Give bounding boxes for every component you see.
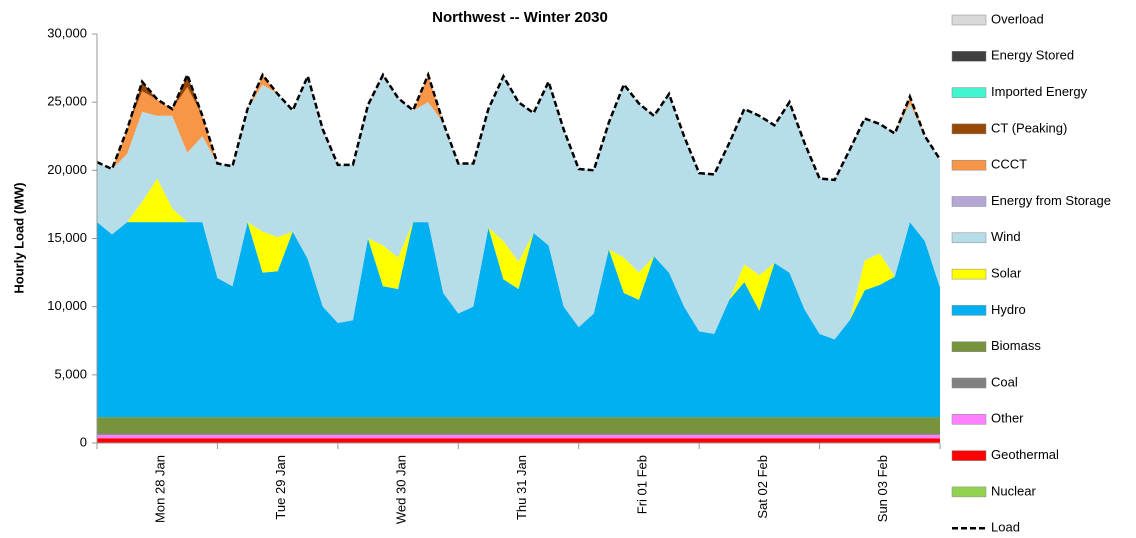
legend-label: Imported Energy xyxy=(991,84,1088,99)
legend-label: Hydro xyxy=(991,302,1026,317)
x-tick-label: Sun 03 Feb xyxy=(875,455,890,522)
x-tick-label: Wed 30 Jan xyxy=(394,455,409,524)
y-tick-label: 15,000 xyxy=(47,230,87,245)
x-tick-label: Fri 01 Feb xyxy=(634,455,649,514)
legend-label: Energy Stored xyxy=(991,48,1074,63)
area xyxy=(97,178,940,340)
y-tick-label: 5,000 xyxy=(54,366,87,381)
x-tick-label: Sat 02 Feb xyxy=(755,455,770,519)
legend-label: Wind xyxy=(991,229,1021,244)
x-tick-label: Mon 28 Jan xyxy=(153,455,168,523)
area xyxy=(97,433,940,435)
legend-label: Geothermal xyxy=(991,447,1059,462)
legend-swatch xyxy=(951,196,987,207)
legend-label: CT (Peaking) xyxy=(991,120,1067,135)
legend-swatch xyxy=(951,268,987,280)
legend-swatch xyxy=(951,159,987,171)
x-tick-label: Tue 29 Jan xyxy=(273,455,288,520)
area xyxy=(97,222,940,418)
legend-label: Solar xyxy=(991,266,1022,281)
legend-swatch xyxy=(951,123,987,135)
legend-swatch xyxy=(951,377,987,389)
legend-label: Overload xyxy=(991,11,1044,26)
legend-swatch xyxy=(951,486,987,498)
y-tick-label: 30,000 xyxy=(47,25,87,40)
line xyxy=(96,71,942,182)
legend-label: Biomass xyxy=(991,338,1041,353)
area xyxy=(97,434,940,439)
area xyxy=(97,417,940,434)
chart-title: Northwest -- Winter 2030 xyxy=(432,9,608,26)
legend-swatch xyxy=(951,414,987,425)
legend-label: Nuclear xyxy=(991,483,1036,498)
legend-label: CCCT xyxy=(991,157,1027,172)
legend-swatch xyxy=(951,450,987,461)
area xyxy=(97,74,940,340)
legend-swatch xyxy=(951,87,987,98)
legend-swatch xyxy=(951,51,987,62)
legend-swatch xyxy=(951,232,987,244)
plot-area xyxy=(96,71,942,443)
legend-label: Other xyxy=(991,411,1024,426)
legend-swatch xyxy=(951,14,987,26)
legend-label: Coal xyxy=(991,374,1018,389)
y-tick-label: 20,000 xyxy=(47,162,87,177)
y-tick-label: 0 xyxy=(80,434,87,449)
y-tick-label: 25,000 xyxy=(47,94,87,109)
legend-label: Energy from Storage xyxy=(991,193,1111,208)
legend-label: Load xyxy=(991,520,1020,535)
area xyxy=(97,438,940,443)
legend-swatch xyxy=(951,305,987,316)
legend: Overload Energy Stored Imported Energy CT (… xyxy=(951,11,1111,535)
y-axis-label: Hourly Load (MW) xyxy=(11,182,26,293)
legend-swatch xyxy=(951,341,987,352)
y-tick-label: 10,000 xyxy=(47,298,87,313)
x-tick-label: Thu 31 Jan xyxy=(514,455,529,520)
